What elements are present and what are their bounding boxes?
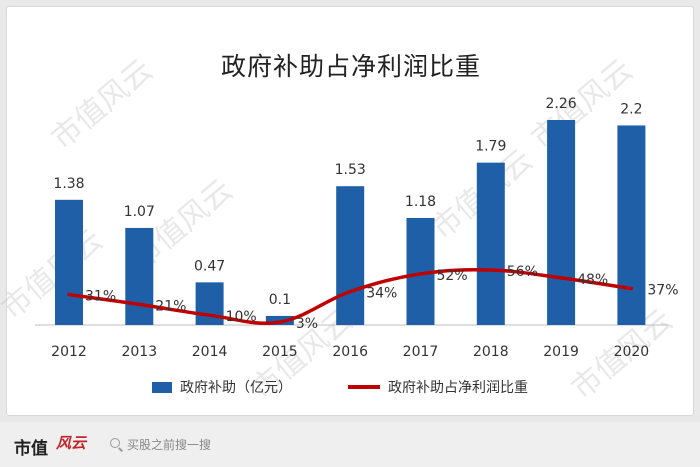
search-text: 买股之前搜一搜 (127, 437, 212, 452)
bar (617, 125, 646, 325)
bar (336, 186, 365, 325)
bar (55, 199, 83, 325)
ratio-value-label: 21% (155, 298, 186, 314)
bar-value-label: 0.1 (269, 292, 291, 308)
chart-plot: 1.38 1.07 0.47 0.1 1.53 1.18 1.79 2.26 2.2 2012 20… (35, 96, 679, 396)
ratio-value-label: 10% (226, 309, 257, 325)
ratio-value-label: 56% (507, 264, 538, 280)
brand-name: 市值 (14, 439, 48, 459)
brand-logo: 风云 (56, 434, 87, 452)
bar-value-label: 0.47 (194, 258, 225, 274)
x-tick-label: 2020 (614, 344, 650, 360)
bar-value-label: 1.18 (405, 194, 436, 210)
ratio-line (67, 268, 634, 326)
footer-bar: 市值 风云 买股之前搜一搜 (0, 422, 700, 467)
x-tick-label: 2014 (192, 344, 228, 360)
chart-title: 政府补助占净利润比重 (220, 52, 481, 81)
x-tick-label: 2017 (403, 344, 439, 360)
x-tick-label: 2015 (262, 344, 298, 360)
ratio-value-label: 48% (577, 272, 608, 288)
bar-value-label: 1.38 (53, 176, 84, 192)
ratio-value-label: 34% (366, 286, 397, 302)
search-icon (110, 438, 122, 450)
x-tick-label: 2013 (121, 344, 157, 360)
bar-value-label: 2.26 (546, 96, 577, 112)
bar-value-label: 2.2 (620, 101, 642, 117)
legend-bar-swatch (152, 382, 172, 393)
legend-line-label: 政府补助占净利润比重 (388, 380, 528, 396)
bar-value-label: 1.07 (124, 204, 155, 220)
x-tick-label: 2019 (543, 344, 579, 360)
x-tick-label: 2018 (473, 344, 509, 360)
ratio-value-label: 3% (296, 316, 318, 332)
x-tick-label: 2016 (332, 344, 368, 360)
bar (125, 227, 154, 325)
bar (476, 162, 505, 325)
ratio-value-label: 52% (437, 268, 468, 284)
bar (195, 282, 224, 325)
ratio-value-label: 37% (647, 283, 678, 299)
bar (547, 120, 576, 325)
ratio-value-label: 31% (85, 289, 116, 305)
legend-bar-label: 政府补助（亿元） (180, 380, 292, 396)
bar-value-label: 1.53 (335, 162, 366, 178)
search-box[interactable]: 买股之前搜一搜 (104, 432, 221, 456)
bar-value-label: 1.79 (475, 139, 506, 155)
x-tick-label: 2012 (51, 344, 87, 360)
